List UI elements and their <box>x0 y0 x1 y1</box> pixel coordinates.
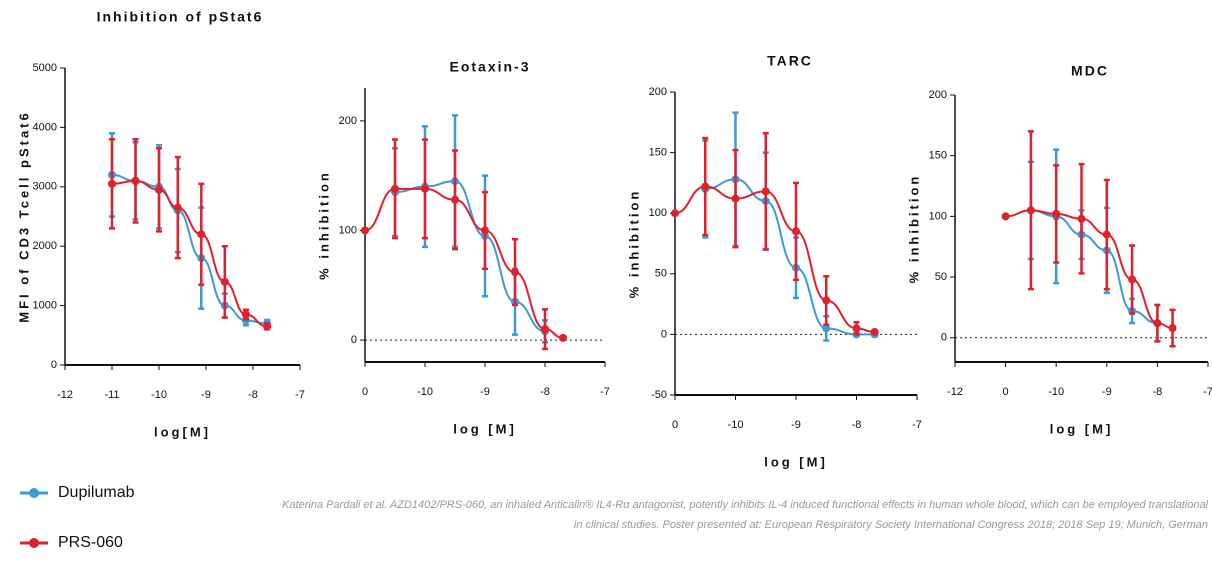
y-axis-label: % inhibition <box>906 174 921 284</box>
data-point <box>131 176 140 185</box>
y-tick-label: -50 <box>651 389 667 401</box>
data-point <box>173 203 182 212</box>
x-tick-label: -11 <box>104 389 119 401</box>
fit-curve <box>1005 209 1173 330</box>
y-tick-label: 0 <box>661 328 667 340</box>
chart-title: MDC <box>1071 63 1109 79</box>
y-tick-label: 5000 <box>33 62 57 74</box>
fit-curve <box>674 185 875 333</box>
y-tick-label: 200 <box>339 115 357 127</box>
x-tick-label: -9 <box>201 389 211 401</box>
y-tick-label: 0 <box>51 359 57 371</box>
x-tick-label: -9 <box>1102 386 1112 398</box>
data-point <box>391 184 399 193</box>
legend-marker <box>29 488 39 498</box>
x-tick-label: 0 <box>672 419 678 431</box>
x-tick-label: -7 <box>600 386 610 398</box>
x-tick-label: 0 <box>362 386 368 398</box>
data-point <box>1153 319 1162 328</box>
chart-title: Inhibition of pStat6 <box>97 9 264 25</box>
data-point <box>822 296 831 305</box>
x-tick-label: -10 <box>1048 386 1064 398</box>
y-tick-label: 200 <box>929 89 947 101</box>
data-point <box>1001 212 1010 221</box>
data-point <box>761 187 770 196</box>
x-tick-label: -10 <box>151 389 167 401</box>
y-axis-label: % inhibition <box>316 170 331 280</box>
y-tick-label: 0 <box>351 334 357 346</box>
legend-label: PRS-060 <box>58 534 123 551</box>
x-tick-label: -7 <box>295 389 305 401</box>
data-point <box>197 230 206 239</box>
y-tick-label: 50 <box>935 271 947 283</box>
data-point <box>731 194 740 203</box>
data-point <box>220 277 229 286</box>
data-point <box>1128 275 1137 284</box>
data-point <box>511 268 519 277</box>
data-point <box>822 324 831 333</box>
data-point <box>671 209 679 218</box>
data-point <box>421 184 429 193</box>
y-tick-label: 2000 <box>33 240 57 252</box>
data-point <box>241 310 250 319</box>
data-point <box>361 226 369 235</box>
x-tick-label: -10 <box>417 386 433 398</box>
y-tick-label: 200 <box>649 86 667 98</box>
y-tick-label: 100 <box>339 224 357 236</box>
data-point <box>1052 209 1061 218</box>
chart-title: Eotaxin-3 <box>449 59 530 75</box>
x-tick-label: -7 <box>912 419 922 431</box>
y-tick-label: 100 <box>649 207 667 219</box>
x-axis-label: log[M] <box>154 424 211 439</box>
x-tick-label: -8 <box>540 386 550 398</box>
data-point <box>792 227 800 236</box>
data-point <box>870 327 879 336</box>
data-point <box>108 179 116 188</box>
y-tick-label: 150 <box>929 150 947 162</box>
x-axis-label: log [M] <box>1050 421 1114 436</box>
data-point <box>155 185 163 194</box>
x-tick-label: -8 <box>248 389 258 401</box>
y-tick-label: 1000 <box>33 300 57 312</box>
x-tick-label: -9 <box>480 386 490 398</box>
x-tick-label: -12 <box>57 389 73 401</box>
y-tick-label: 0 <box>941 332 947 344</box>
data-point <box>263 322 272 331</box>
x-tick-label: -12 <box>947 386 963 398</box>
legend-marker <box>29 538 39 548</box>
data-point <box>481 226 489 235</box>
data-point <box>559 333 567 342</box>
y-tick-label: 150 <box>649 147 667 159</box>
x-axis-label: log [M] <box>764 454 828 469</box>
y-axis-label: MFI of CD3 Tcell pStat6 <box>16 110 31 323</box>
y-tick-label: 100 <box>929 210 947 222</box>
y-axis-label: % inhibition <box>626 189 641 299</box>
data-point <box>451 195 459 204</box>
x-tick-label: -8 <box>1153 386 1163 398</box>
x-tick-label: -10 <box>728 419 744 431</box>
x-tick-label: -7 <box>1203 386 1212 398</box>
data-point <box>1026 206 1035 215</box>
fit-curve <box>705 178 875 336</box>
y-tick-label: 50 <box>655 268 667 280</box>
y-tick-label: 3000 <box>33 181 57 193</box>
data-point <box>1077 214 1086 223</box>
data-point <box>852 324 861 333</box>
x-tick-label: 0 <box>1003 386 1009 398</box>
data-point <box>701 182 710 191</box>
data-point <box>1102 230 1111 239</box>
chart-title: TARC <box>767 53 813 69</box>
citation: in clinical studies. Poster presented at… <box>574 519 1208 531</box>
data-point <box>1168 324 1177 333</box>
y-tick-label: 4000 <box>33 121 57 133</box>
x-tick-label: -8 <box>852 419 862 431</box>
fit-curve <box>394 180 546 333</box>
legend-label: Dupilumab <box>58 484 135 501</box>
x-axis-label: log [M] <box>453 421 517 436</box>
data-point <box>541 325 549 334</box>
x-tick-label: -9 <box>791 419 801 431</box>
citation: Katerina Pardali et al. AZD1402/PRS-060,… <box>282 499 1208 511</box>
